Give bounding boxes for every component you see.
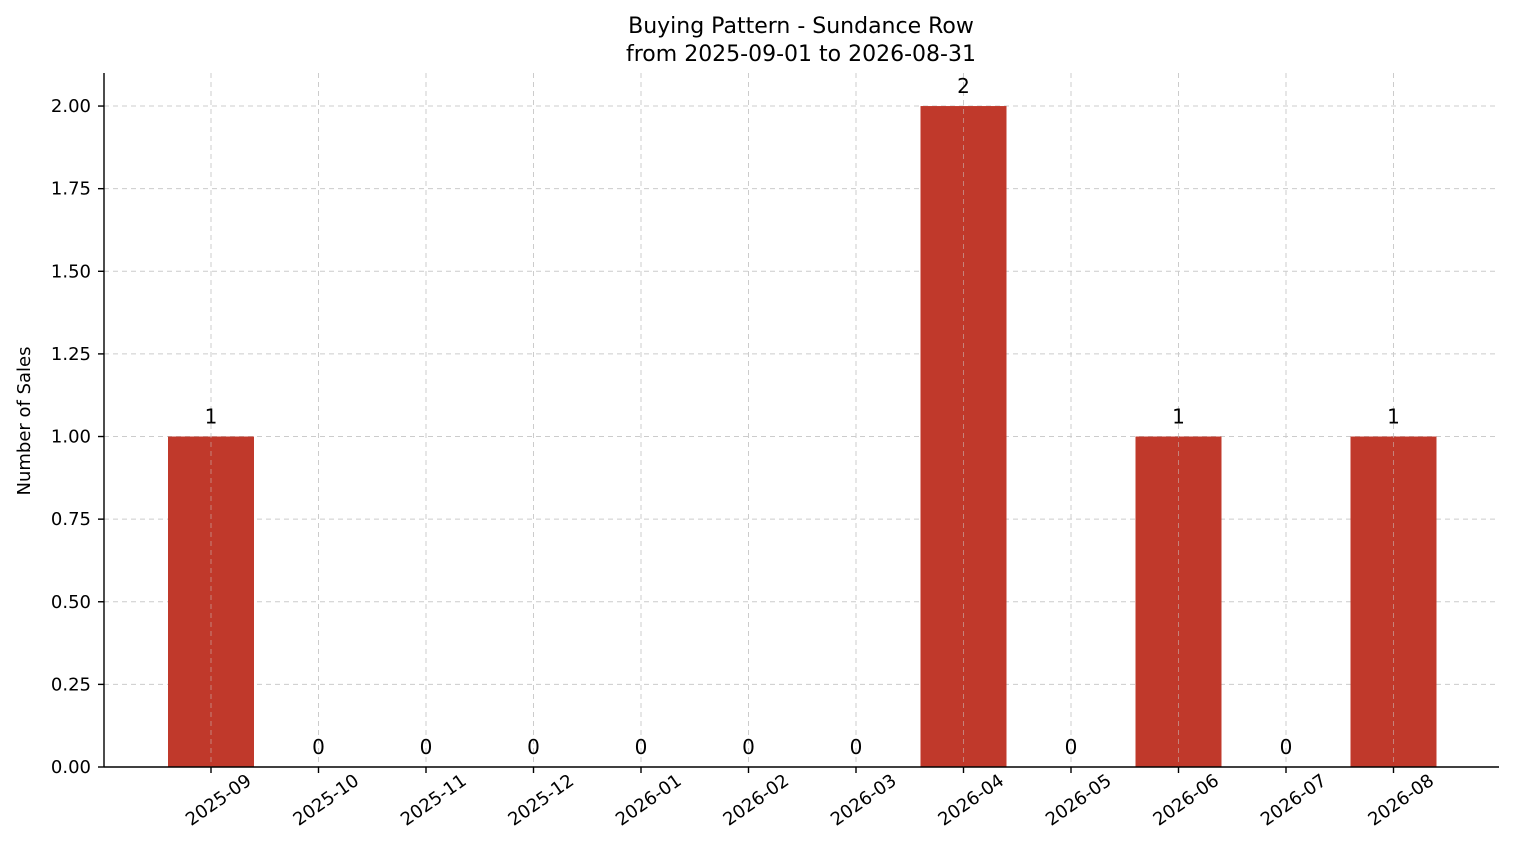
y-tick-label: 1.75: [51, 179, 91, 200]
x-tick-label: 2025-10: [289, 770, 363, 830]
chart-subtitle: from 2025-09-01 to 2026-08-31: [626, 42, 976, 67]
bar-2025-09: [168, 436, 254, 767]
x-tick-label: 2026-03: [827, 770, 901, 830]
x-tick-label: 2025-11: [397, 770, 471, 830]
bar-value-label: 0: [742, 735, 755, 759]
bar-value-label: 0: [635, 735, 648, 759]
axis-layer: 0.00 0.25 0.50 0.75 1.00 1.25 1.50 1.75 2.00 2025…: [51, 73, 1499, 830]
y-tick-label: 1.00: [51, 427, 91, 448]
x-tick-label: 2026-04: [934, 770, 1008, 830]
x-tick-label: 2025-12: [504, 770, 578, 830]
x-tick-label: 2026-01: [612, 770, 686, 830]
x-tick-label: 2026-02: [719, 770, 793, 830]
bar-value-label: 0: [527, 735, 540, 759]
y-axis-label: Number of Sales: [14, 346, 35, 495]
bar-value-label: 0: [1280, 735, 1293, 759]
bar-value-label: 1: [1172, 405, 1185, 429]
bar-value-label: 0: [850, 735, 863, 759]
y-tick-label: 1.25: [51, 344, 91, 365]
bar-value-label: 0: [420, 735, 433, 759]
x-tick-label: 2026-08: [1364, 770, 1438, 830]
bar-value-label: 1: [205, 405, 218, 429]
x-tick-label: 2026-05: [1042, 770, 1116, 830]
y-tick-label: 0.50: [51, 592, 91, 613]
bar-value-label: 1: [1387, 405, 1400, 429]
x-tick-label: 2026-06: [1149, 770, 1223, 830]
x-tick-label: 2025-09: [182, 770, 256, 830]
y-tick-label: 2.00: [51, 96, 91, 117]
bar-value-label: 0: [312, 735, 325, 759]
y-tick-label: 1.50: [51, 261, 91, 282]
bar-value-label: 0: [1065, 735, 1078, 759]
x-tick-label: 2026-07: [1257, 770, 1331, 830]
chart-title: Buying Pattern - Sundance Row: [628, 14, 974, 39]
bar-2026-08: [1350, 436, 1437, 767]
bar-value-label: 2: [957, 74, 970, 98]
bar-layer: [168, 73, 1437, 768]
bar-2026-06: [1135, 436, 1222, 767]
y-tick-label: 0.25: [51, 674, 91, 695]
y-tick-label: 0.00: [51, 757, 91, 778]
label-layer: 1 0 0 0 0 0 0 2 0 1 0 1: [205, 74, 1400, 759]
grid-layer: [104, 73, 1499, 768]
y-tick-label: 0.75: [51, 509, 91, 530]
